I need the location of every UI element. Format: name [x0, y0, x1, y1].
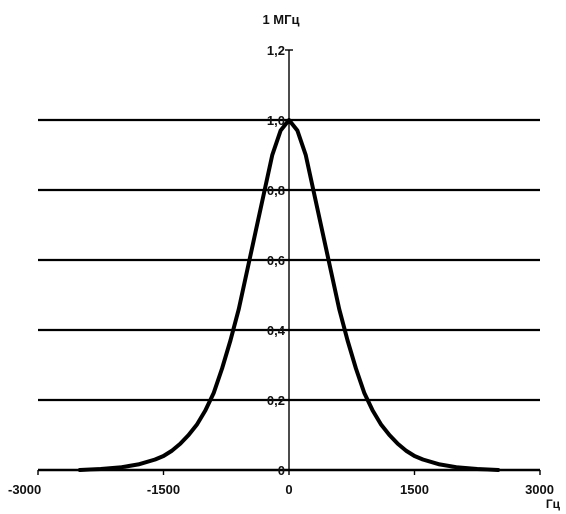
y-tick-label-2: 0,4 [267, 323, 286, 338]
y-tick-label-1: 0,2 [267, 393, 285, 408]
x-axis-unit-label: Гц [546, 497, 561, 511]
y-tick-label-4: 0,8 [267, 183, 285, 198]
y-tick-label-5: 1,0 [267, 113, 285, 128]
series-layer [77, 118, 501, 472]
x-tick-label-3: 1500 [400, 482, 429, 497]
x-tick-label-0: -3000 [8, 482, 41, 497]
y-tick-label-3: 0,6 [267, 253, 285, 268]
chart-title: 1 МГц [262, 12, 299, 27]
x-tick-label-2: 0 [285, 482, 292, 497]
series-line [77, 118, 501, 472]
y-tick-label-0: 0 [278, 463, 285, 478]
x-tick-label-4: 3000 [525, 482, 554, 497]
y-tick-label-6: 1,2 [267, 43, 285, 58]
x-tick-label-1: -1500 [147, 482, 180, 497]
label-layer: 1 МГц Гц 0 0,2 0,4 0,6 0,8 1,0 1,2 -3000 -1500 0 1… [8, 12, 561, 511]
axis-layer [37, 49, 541, 475]
